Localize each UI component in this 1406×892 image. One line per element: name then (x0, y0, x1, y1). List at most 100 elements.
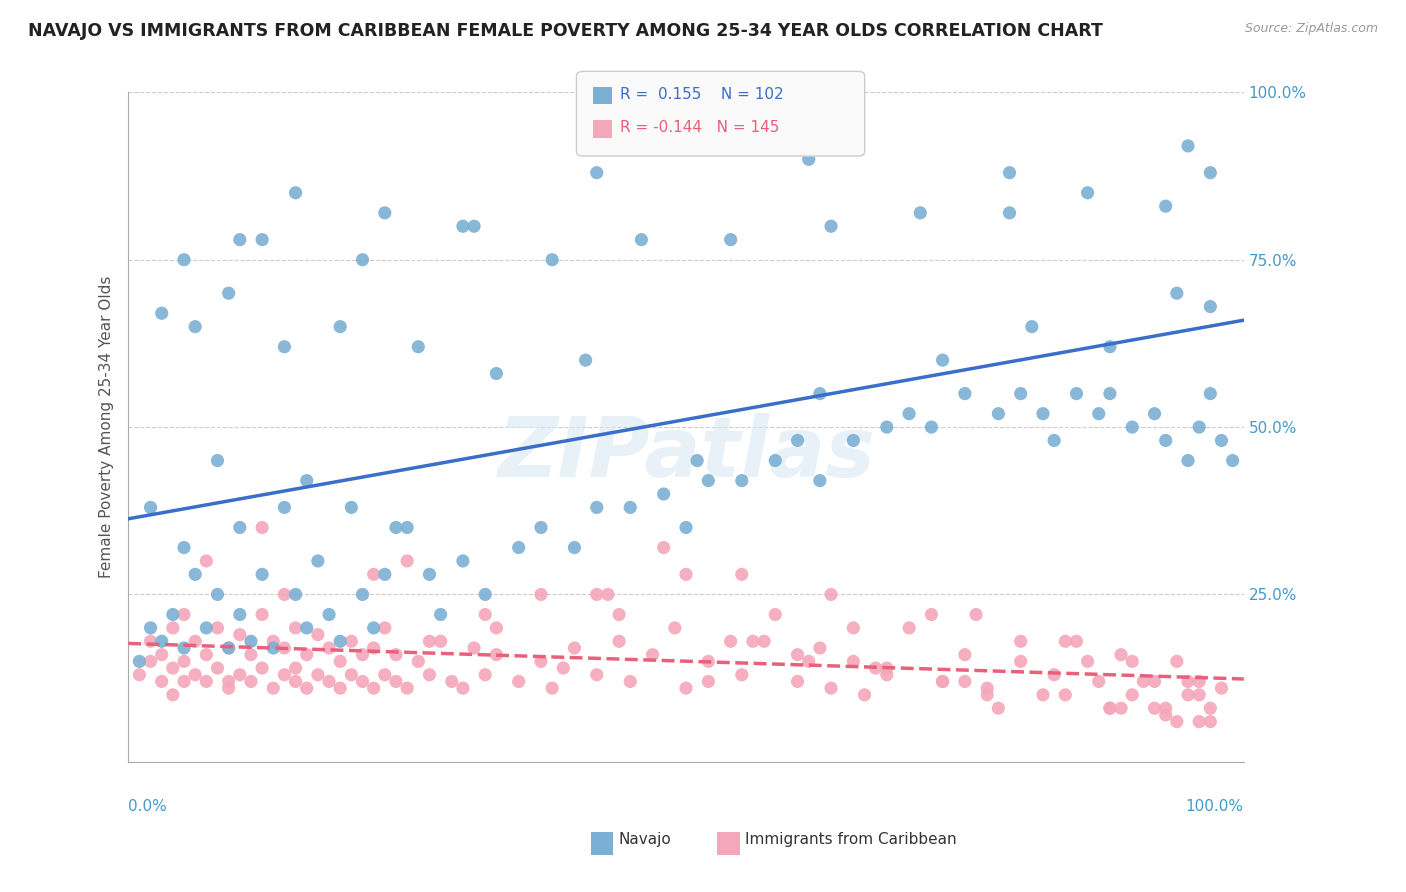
Point (1077, 186, 1099, 200)
Point (207, 621, 229, 635)
Point (1211, 681, 1233, 695)
Point (1109, 701, 1132, 715)
Point (239, 634, 262, 648)
Point (418, 667, 440, 681)
Point (485, 648, 508, 662)
Point (173, 252, 195, 267)
Point (1010, 654, 1032, 668)
Text: Source: ZipAtlas.com: Source: ZipAtlas.com (1244, 22, 1378, 36)
Text: 0.0%: 0.0% (128, 798, 167, 814)
Point (250, 233, 273, 247)
Point (1211, 434, 1233, 448)
Point (697, 674, 720, 689)
Point (564, 541, 586, 555)
Point (239, 648, 262, 662)
Y-axis label: Female Poverty Among 25-34 Year Olds: Female Poverty Among 25-34 Year Olds (100, 276, 114, 578)
Point (418, 567, 440, 582)
Point (139, 621, 162, 635)
Point (162, 621, 184, 635)
Point (987, 701, 1010, 715)
Point (1066, 634, 1088, 648)
Point (229, 520, 252, 534)
Point (697, 654, 720, 668)
Point (1154, 199, 1177, 213)
Point (1177, 453, 1199, 467)
Point (596, 587, 619, 601)
Point (1109, 648, 1132, 662)
Point (396, 554, 419, 568)
Point (1021, 319, 1043, 334)
Point (1199, 166, 1222, 180)
Point (284, 661, 307, 675)
Point (530, 587, 553, 601)
Point (1177, 674, 1199, 689)
Point (485, 367, 508, 381)
Point (352, 252, 374, 267)
Point (1188, 674, 1211, 689)
Point (752, 634, 775, 648)
Point (463, 640, 485, 655)
Text: ZIPatlas: ZIPatlas (498, 413, 875, 494)
Point (1087, 674, 1109, 689)
Point (1010, 386, 1032, 401)
Point (1166, 714, 1188, 729)
Point (731, 567, 754, 582)
Point (295, 621, 318, 635)
Point (842, 621, 865, 635)
Point (451, 219, 474, 234)
Point (1154, 701, 1177, 715)
Point (1199, 386, 1222, 401)
Point (207, 453, 229, 467)
Point (953, 648, 976, 662)
Point (1054, 634, 1077, 648)
Point (173, 654, 195, 668)
Point (173, 541, 195, 555)
Point (229, 627, 252, 641)
Point (262, 640, 284, 655)
Point (1177, 688, 1199, 702)
Point (931, 353, 953, 368)
Point (664, 621, 686, 635)
Point (195, 621, 218, 635)
Point (697, 474, 720, 488)
Point (998, 206, 1021, 220)
Point (508, 541, 530, 555)
Point (329, 319, 352, 334)
Point (1166, 286, 1188, 301)
Point (1188, 714, 1211, 729)
Point (1043, 667, 1066, 681)
Point (1032, 688, 1054, 702)
Point (619, 500, 641, 515)
Point (218, 640, 240, 655)
Point (184, 319, 207, 334)
Point (1188, 420, 1211, 434)
Point (451, 554, 474, 568)
Point (128, 654, 150, 668)
Point (385, 520, 408, 534)
Point (630, 233, 652, 247)
Point (385, 648, 408, 662)
Point (340, 500, 363, 515)
Point (474, 667, 496, 681)
Point (585, 166, 607, 180)
Point (273, 640, 295, 655)
Point (1154, 707, 1177, 722)
Point (173, 674, 195, 689)
Point (865, 661, 887, 675)
Point (173, 640, 195, 655)
Point (1143, 701, 1166, 715)
Point (329, 681, 352, 695)
Point (229, 667, 252, 681)
Point (1121, 420, 1143, 434)
Point (139, 654, 162, 668)
Point (150, 306, 173, 320)
Point (139, 500, 162, 515)
Point (229, 233, 252, 247)
Point (786, 674, 808, 689)
Point (440, 674, 463, 689)
Point (575, 353, 598, 368)
Point (250, 567, 273, 582)
Point (352, 648, 374, 662)
Point (585, 587, 607, 601)
Point (273, 340, 295, 354)
